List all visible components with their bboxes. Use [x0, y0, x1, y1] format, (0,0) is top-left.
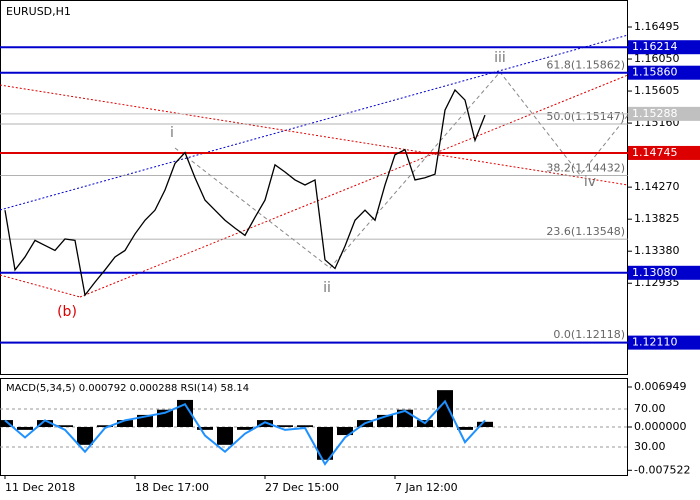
- macd-bar: [457, 426, 473, 430]
- y-tick-label: 1.14270: [634, 180, 680, 193]
- rsi-line: [4, 399, 486, 466]
- level-label: 1.15288: [632, 107, 678, 120]
- x-tick-label: 27 Dec 15:00: [265, 481, 339, 494]
- level-box: [628, 265, 700, 280]
- wave-label: i: [170, 125, 174, 141]
- level-box: [628, 145, 700, 160]
- indicator-title: MACD(5,34,5) 0.000792 0.000288 RSI(14) 5…: [6, 383, 249, 394]
- y-tick-label: 1.16050: [634, 52, 680, 65]
- macd-bar: [197, 426, 213, 430]
- fib-label: 0.0(1.12118): [553, 328, 625, 341]
- level-box: [628, 40, 700, 55]
- fib-label: 38.2(1.14432): [546, 161, 625, 174]
- y-tick-label: 1.13380: [634, 244, 680, 257]
- macd-bar: [337, 426, 353, 436]
- level-box: [628, 65, 700, 80]
- level-box: [628, 335, 700, 350]
- trend-line: [79, 74, 629, 298]
- macd-bar: [97, 425, 113, 427]
- wave-label: ii: [323, 280, 331, 296]
- macd-bar: [477, 421, 493, 427]
- macd-bar: [57, 425, 73, 427]
- x-tick-label: 7 Jan 12:00: [395, 481, 458, 494]
- price-line: [4, 88, 486, 297]
- macd-bar: [437, 390, 453, 427]
- macd-bar: [297, 425, 313, 427]
- fib-label: 50.0(1.15147): [546, 110, 625, 123]
- macd-bar: [257, 420, 273, 427]
- level-label: 1.14745: [632, 146, 678, 159]
- y-tick-label: 0.006949: [634, 380, 687, 393]
- macd-bar: [217, 426, 233, 445]
- y-tick-label: 1.16495: [634, 20, 680, 33]
- trend-line: [0, 84, 629, 186]
- fib-label: 61.8(1.15862): [546, 59, 625, 72]
- macd-bar: [277, 425, 293, 427]
- wave-label: iii: [494, 50, 506, 66]
- macd-bar: [17, 426, 33, 430]
- y-tick-label: 30.00: [634, 440, 666, 453]
- level-label: 1.16214: [632, 40, 678, 53]
- macd-bar: [237, 426, 253, 430]
- y-tick-label: 70.00: [634, 402, 666, 415]
- y-tick-label: 1.15605: [634, 84, 680, 97]
- y-tick-label: -0.007522: [634, 463, 690, 476]
- y-tick-label: 1.13825: [634, 212, 680, 225]
- y-tick-label: 0.000000: [634, 420, 687, 433]
- macd-bar: [117, 420, 133, 427]
- chart-title: EURUSD,H1: [6, 5, 71, 18]
- trend-line: [0, 274, 81, 298]
- level-box: [628, 106, 700, 121]
- level-label: 1.13080: [632, 266, 678, 279]
- trend-line: [0, 34, 629, 211]
- x-tick-label: 18 Dec 17:00: [135, 481, 209, 494]
- macd-bar: [0, 420, 13, 427]
- macd-bar: [37, 420, 53, 427]
- macd-bar: [317, 426, 333, 460]
- main-frame: [0, 0, 628, 375]
- macd-bar: [77, 426, 93, 445]
- level-label: 1.15860: [632, 66, 678, 79]
- x-tick-label: 11 Dec 2018: [5, 481, 75, 494]
- wave-label: iv: [584, 174, 596, 190]
- level-label: 1.12110: [632, 336, 678, 349]
- fib-label: 23.6(1.13548): [546, 225, 625, 238]
- wave-label: (b): [57, 304, 77, 320]
